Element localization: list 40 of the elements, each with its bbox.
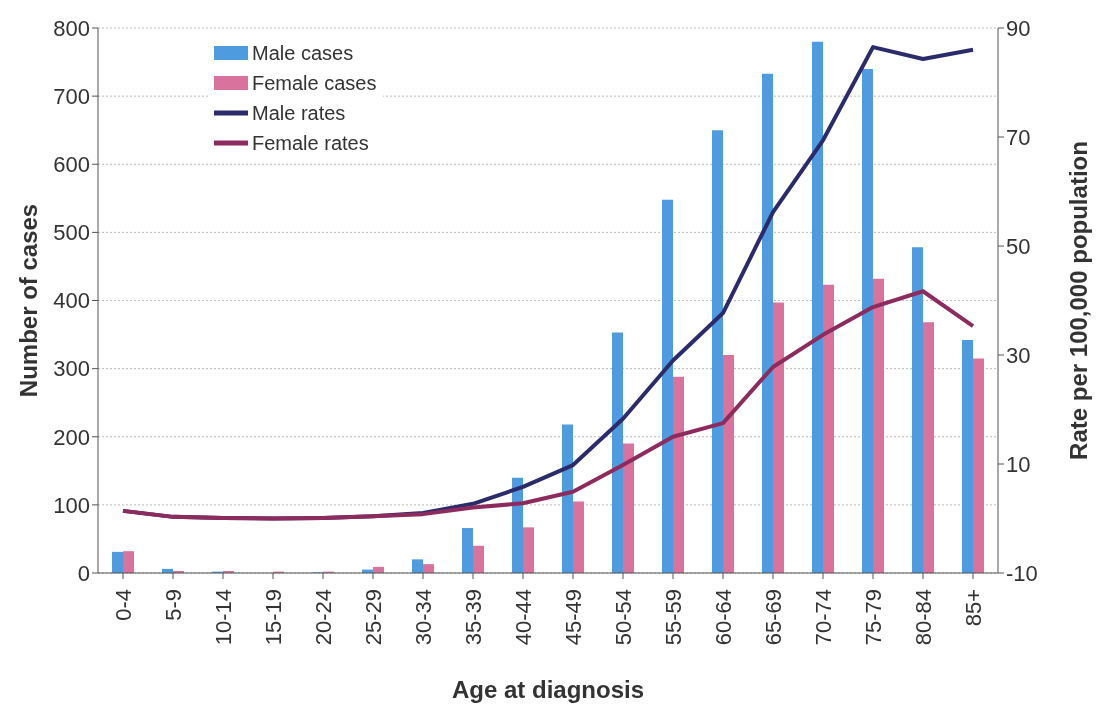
y2-tick-label: -10 (1006, 560, 1038, 586)
y2-tick-label: 10 (1006, 451, 1031, 477)
x-axis-title: Age at diagnosis (451, 676, 645, 703)
x-tick-label: 45-49 (560, 589, 586, 646)
y2-axis-title: Rate per 100,000 population (1064, 141, 1092, 460)
legend-label: Male rates (252, 101, 346, 125)
y-tick-label: 400 (53, 288, 90, 314)
y-tick-label: 100 (53, 492, 90, 518)
x-tick-label: 70-74 (810, 589, 836, 646)
y-tick-label: 500 (53, 220, 90, 246)
x-tick-label: 65-69 (760, 589, 786, 646)
y-tick-label: 0 (77, 560, 90, 586)
x-tick-label: 5-9 (160, 589, 186, 621)
x-tick-label: 75-79 (860, 589, 886, 646)
x-tick-label: 60-64 (710, 589, 736, 646)
y-tick-label: 300 (53, 356, 90, 382)
y-axis-title: Number of cases (14, 203, 42, 398)
x-tick-label: 50-54 (610, 589, 636, 646)
x-tick-label: 85+ (960, 589, 986, 627)
y-tick-label: 700 (53, 83, 90, 109)
legend-label: Female cases (252, 71, 377, 95)
x-tick-label: 35-39 (460, 589, 486, 646)
legend-label: Male cases (252, 41, 354, 65)
x-tick-label: 10-14 (210, 589, 236, 646)
y2-tick-label: 30 (1006, 342, 1031, 368)
y-tick-label: 600 (53, 152, 90, 178)
y2-tick-label: 70 (1006, 124, 1031, 150)
x-tick-label: 25-29 (360, 589, 386, 646)
x-tick-label: 55-59 (660, 589, 686, 646)
y2-tick-label: 50 (1006, 233, 1031, 259)
y-tick-label: 200 (53, 424, 90, 450)
y2-tick-label: 90 (1006, 15, 1031, 41)
x-tick-label: 15-19 (260, 589, 286, 646)
x-tick-label: 40-44 (510, 589, 536, 646)
x-tick-label: 0-4 (110, 589, 136, 621)
legend-label: Female rates (252, 131, 369, 155)
x-tick-label: 20-24 (310, 589, 336, 646)
x-tick-label: 80-84 (910, 589, 936, 646)
y-tick-label: 800 (53, 15, 90, 41)
x-tick-label: 30-34 (410, 589, 436, 646)
